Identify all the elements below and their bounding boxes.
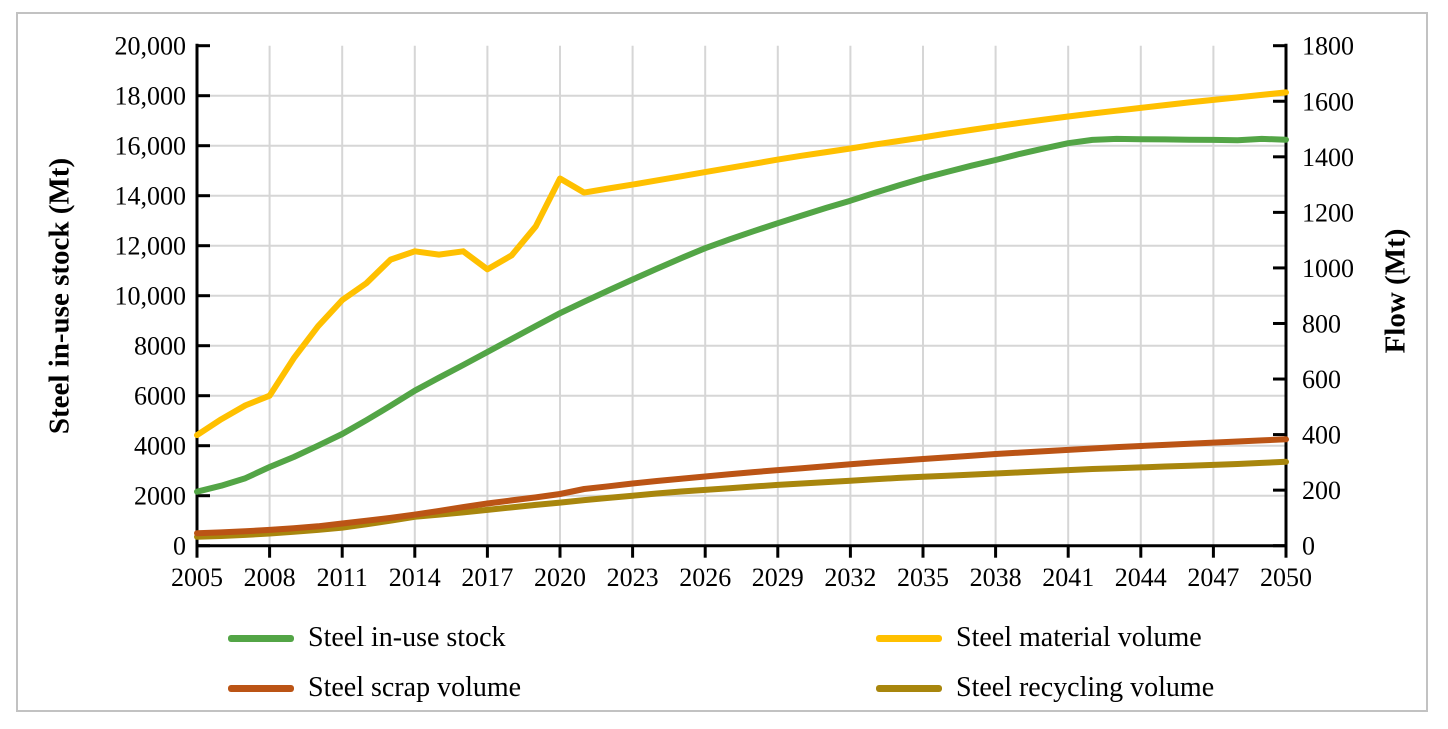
legend-label-steel-recycling-volume: Steel recycling volume xyxy=(956,672,1215,703)
legend-item-steel-scrap-volume: Steel scrap volume xyxy=(228,671,521,705)
right-axis-title: Flow (Mt) xyxy=(1379,228,1412,354)
right-axis-tick-label: 1800 xyxy=(1302,32,1354,61)
series-line-steel-material-volume xyxy=(194,89,1289,439)
left-axis-tick-label: 12,000 xyxy=(115,232,187,261)
x-axis-tick-label: 2023 xyxy=(607,563,659,592)
x-axis-tick-label: 2005 xyxy=(171,563,223,592)
right-axis-tick-label: 600 xyxy=(1302,365,1341,394)
series-line-steel-scrap-volume xyxy=(194,436,1289,537)
left-axis-title: Steel in-use stock (Mt) xyxy=(43,157,76,435)
left-axis-tick-label: 14,000 xyxy=(115,182,187,211)
left-axis-tick-label: 6000 xyxy=(134,382,186,411)
x-axis-tick-label: 2035 xyxy=(897,563,949,592)
left-axis-tick-label: 18,000 xyxy=(115,82,187,111)
axis-tick-labels: 20,00018,00016,00014,00012,00010,0008000… xyxy=(115,32,1355,592)
right-axis-tick-label: 1400 xyxy=(1302,143,1354,172)
series-line-steel-recycling-volume xyxy=(194,458,1289,540)
legend-swatch-steel-recycling-volume xyxy=(876,684,942,692)
legend-item-steel-in-use-stock: Steel in-use stock xyxy=(228,621,506,655)
legend-label-steel-scrap-volume: Steel scrap volume xyxy=(308,672,522,703)
x-axis-tick-label: 2044 xyxy=(1115,563,1167,592)
right-axis-tick-label: 800 xyxy=(1302,309,1341,338)
x-axis-tick-label: 2032 xyxy=(824,563,876,592)
left-axis-tick-label: 10,000 xyxy=(115,282,187,311)
x-axis-tick-label: 2029 xyxy=(752,563,804,592)
x-axis-tick-label: 2020 xyxy=(534,563,586,592)
x-axis-tick-label: 2050 xyxy=(1260,563,1312,592)
x-axis-tick-label: 2014 xyxy=(389,563,441,592)
right-axis-tick-label: 200 xyxy=(1302,476,1341,505)
x-axis-tick-label: 2041 xyxy=(1042,563,1094,592)
legend-swatch-steel-in-use-stock xyxy=(228,634,294,642)
figure-border xyxy=(16,12,1428,712)
x-axis-tick-label: 2011 xyxy=(317,563,368,592)
legend-swatch-steel-scrap-volume xyxy=(228,684,294,692)
legend-item-steel-material-volume: Steel material volume xyxy=(876,621,1202,655)
left-axis-tick-label: 20,000 xyxy=(115,32,187,61)
right-axis-tick-label: 1000 xyxy=(1302,254,1354,283)
x-axis-tick-label: 2017 xyxy=(461,563,513,592)
x-axis-tick-label: 2047 xyxy=(1187,563,1239,592)
right-axis-tick-label: 0 xyxy=(1302,532,1315,561)
series-line-steel-in-use-stock xyxy=(194,135,1289,495)
x-axis-tick-label: 2026 xyxy=(679,563,731,592)
x-axis-tick-label: 2038 xyxy=(970,563,1022,592)
legend-label-steel-material-volume: Steel material volume xyxy=(956,622,1202,653)
left-axis-tick-label: 0 xyxy=(173,532,186,561)
x-axis-tick-label: 2008 xyxy=(244,563,296,592)
right-axis-tick-label: 1600 xyxy=(1302,87,1354,116)
right-axis-tick-label: 1200 xyxy=(1302,198,1354,227)
left-axis-tick-label: 4000 xyxy=(134,432,186,461)
axes xyxy=(195,43,1288,558)
legend-label-steel-in-use-stock: Steel in-use stock xyxy=(308,622,506,653)
left-axis-tick-label: 16,000 xyxy=(115,132,187,161)
legend-item-steel-recycling-volume: Steel recycling volume xyxy=(876,671,1214,705)
legend-swatch-steel-material-volume xyxy=(876,634,942,642)
right-axis-tick-label: 400 xyxy=(1302,421,1341,450)
left-axis-tick-label: 8000 xyxy=(134,332,186,361)
gridlines xyxy=(197,45,1287,546)
left-axis-tick-label: 2000 xyxy=(134,482,186,511)
